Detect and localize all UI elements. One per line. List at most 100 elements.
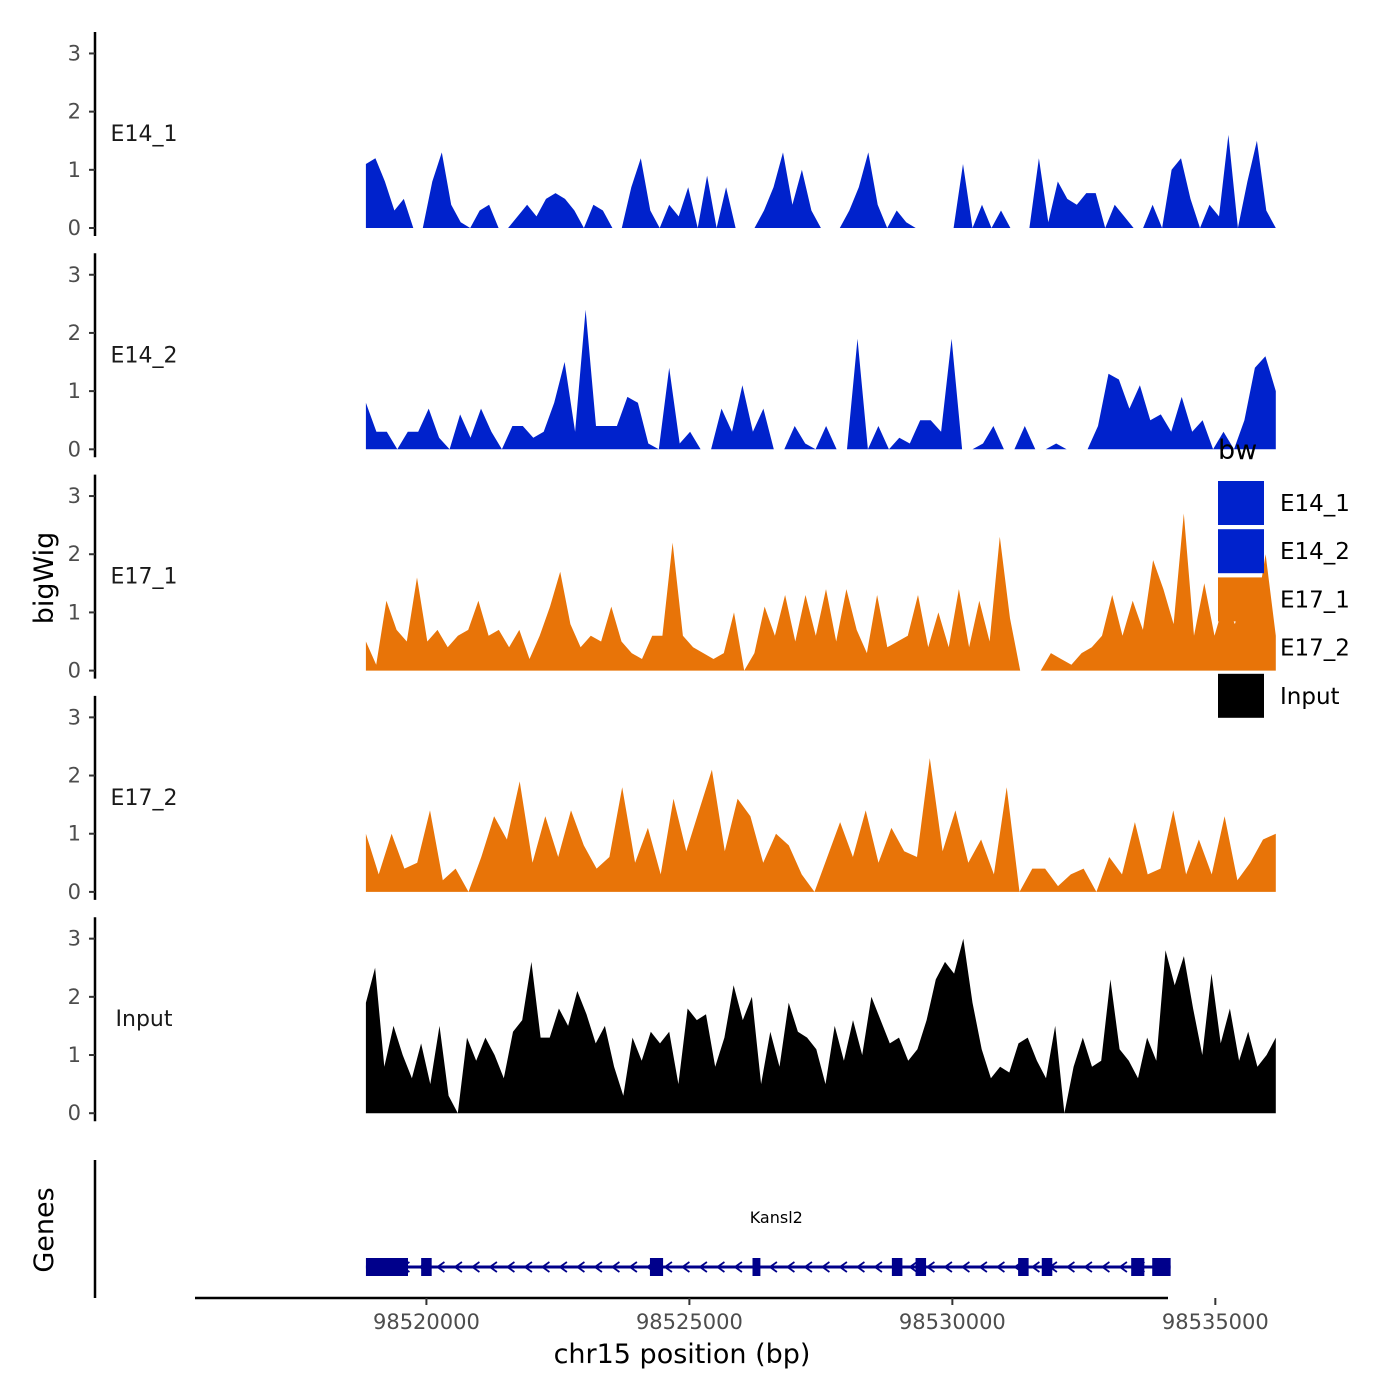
y-tick-label: 0 (68, 1101, 81, 1125)
legend-label: Input (1280, 684, 1340, 710)
track-label: E17_1 (111, 565, 178, 590)
gene-exon (1152, 1258, 1171, 1276)
legend-label: E17_1 (1280, 587, 1350, 613)
strand-arrow (593, 1261, 603, 1273)
track-e14-1: 0 1 2 3 E14_1 (68, 32, 1276, 240)
y-tick-label: 3 (68, 484, 81, 508)
gene-exon (915, 1258, 927, 1276)
strand-arrow (978, 1261, 988, 1273)
track-e14-2: 0 1 2 3 E14_2 (68, 253, 1276, 461)
legend: bw E14_1 E14_2 E17_1 E17_2 Input (1218, 435, 1350, 718)
strand-arrow (1118, 1261, 1128, 1273)
track-e17-2: 0 1 2 3 E17_2 (68, 695, 1276, 904)
legend-label: E14_1 (1280, 491, 1350, 517)
strand-arrow (523, 1261, 533, 1273)
legend-swatch-input (1218, 673, 1264, 718)
strand-arrow (943, 1261, 953, 1273)
track-label: E14_2 (111, 343, 178, 368)
y-tick-label: 0 (68, 880, 81, 904)
strand-arrow (1100, 1261, 1110, 1273)
x-tick-label: 98520000 (373, 1310, 480, 1334)
track-input: 0 1 2 3 Input (68, 917, 1276, 1125)
strand-arrow (785, 1261, 795, 1273)
strand-arrow (715, 1261, 725, 1273)
strand-arrow (768, 1261, 778, 1273)
y-tick-label: 0 (68, 216, 81, 240)
signal-area-e14-1 (365, 134, 1276, 228)
y-tick-label: 2 (68, 764, 81, 788)
strand-arrow (960, 1261, 970, 1273)
signal-area-input (365, 938, 1276, 1114)
track-label: Input (116, 1007, 173, 1032)
strand-arrow (558, 1261, 568, 1273)
y-tick-label: 2 (68, 321, 81, 345)
strand-arrow (610, 1261, 620, 1273)
track-e17-1: 0 1 2 3 E17_1 (68, 474, 1276, 683)
y-tick-label: 1 (68, 822, 81, 846)
gene-exon (1018, 1258, 1029, 1276)
legend-label: E14_2 (1280, 539, 1350, 565)
gene-exon (752, 1258, 761, 1276)
x-axis-title: chr15 position (bp) (554, 1339, 811, 1370)
legend-title: bw (1218, 435, 1257, 466)
track-label: E14_1 (111, 122, 178, 147)
strand-arrow (435, 1261, 445, 1273)
strand-arrow (873, 1261, 883, 1273)
legend-swatch-e14-2 (1218, 529, 1264, 574)
gene-exon (649, 1258, 664, 1276)
genes-axis-title: Genes (29, 1187, 60, 1272)
x-tick-label: 98530000 (899, 1310, 1006, 1334)
y-tick-label: 1 (68, 379, 81, 403)
signal-area-e14-2 (365, 309, 1276, 450)
legend-swatch-e14-1 (1218, 481, 1264, 525)
x-tick-label: 98535000 (1162, 1310, 1269, 1334)
strand-arrow (820, 1261, 830, 1273)
y-tick-label: 1 (68, 158, 81, 182)
signal-tracks: 0 1 2 3 E14_1 0 1 2 3 E14_2 0 1 2 3 E17_1 0 1 2 3 E17_2 0 1 2 3… (68, 32, 1276, 1125)
strand-arrow (838, 1261, 848, 1273)
gene-label: Kansl2 (750, 1208, 803, 1227)
legend-swatch-e17-2 (1218, 625, 1264, 670)
y-tick-label: 3 (68, 705, 81, 729)
y-tick-label: 3 (68, 263, 81, 287)
strand-arrow (1065, 1261, 1075, 1273)
y-tick-label: 3 (68, 41, 81, 65)
strand-arrow (540, 1261, 550, 1273)
y-tick-label: 2 (68, 542, 81, 566)
gene-exon (1131, 1258, 1145, 1276)
strand-arrow (575, 1261, 585, 1273)
y-tick-label: 2 (68, 985, 81, 1009)
strand-arrow (453, 1261, 463, 1273)
strand-arrow (628, 1261, 638, 1273)
strand-arrow (803, 1261, 813, 1273)
y-tick-label: 0 (68, 659, 81, 683)
strand-arrow (908, 1261, 918, 1273)
legend-swatch-e17-1 (1218, 577, 1264, 622)
strand-arrow (470, 1261, 480, 1273)
legend-label: E17_2 (1280, 636, 1350, 662)
gene-exon (365, 1258, 409, 1276)
y-tick-label: 1 (68, 1043, 81, 1067)
gene-exon (891, 1258, 903, 1276)
strand-arrow (733, 1261, 743, 1273)
y-tick-label: 0 (68, 437, 81, 461)
strand-arrow (995, 1261, 1005, 1273)
strand-arrow (1083, 1261, 1093, 1273)
gene-exon (1041, 1258, 1053, 1276)
strand-arrow (680, 1261, 690, 1273)
signal-area-e17-1 (365, 513, 1276, 671)
strand-arrow (925, 1261, 935, 1273)
x-tick-label: 98525000 (636, 1310, 743, 1334)
strand-arrow (505, 1261, 515, 1273)
strand-arrow (1030, 1261, 1040, 1273)
signal-area-e17-2 (365, 758, 1276, 892)
gene-exon (421, 1258, 432, 1276)
track-label: E17_2 (111, 786, 178, 811)
strand-arrow (663, 1261, 673, 1273)
strand-arrow (855, 1261, 865, 1273)
y-tick-label: 3 (68, 927, 81, 951)
gene-panel: Kansl2 (93, 1160, 1171, 1298)
y-tick-label: 2 (68, 100, 81, 124)
strand-arrow (488, 1261, 498, 1273)
